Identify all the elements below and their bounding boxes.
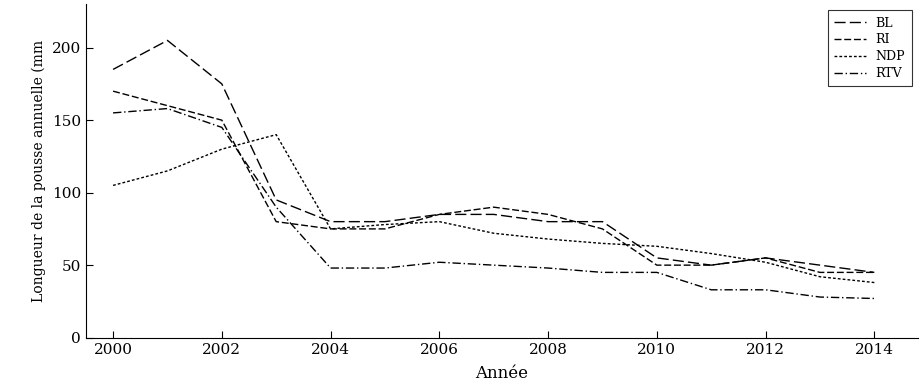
Legend: BL, RI, NDP, RTV: BL, RI, NDP, RTV	[828, 10, 912, 86]
NDP	[869, 280, 880, 285]
Line: RTV: RTV	[113, 108, 874, 298]
BL	[380, 219, 391, 224]
RI	[542, 212, 553, 217]
RTV	[433, 260, 444, 264]
NDP	[217, 147, 228, 151]
NDP	[705, 251, 716, 256]
Line: NDP: NDP	[113, 135, 874, 283]
RI	[217, 118, 228, 122]
RTV	[108, 111, 119, 115]
NDP	[108, 183, 119, 188]
BL	[597, 219, 608, 224]
NDP	[271, 132, 282, 137]
BL	[108, 67, 119, 72]
RI	[433, 212, 444, 217]
RI	[869, 270, 880, 275]
BL	[217, 81, 228, 86]
BL	[651, 256, 662, 260]
NDP	[162, 169, 173, 173]
X-axis label: Année: Année	[476, 365, 528, 382]
RI	[597, 227, 608, 231]
Line: RI: RI	[113, 91, 874, 273]
RTV	[869, 296, 880, 301]
NDP	[380, 222, 391, 227]
RI	[325, 227, 337, 231]
RI	[162, 103, 173, 108]
Line: BL: BL	[113, 41, 874, 273]
BL	[542, 219, 553, 224]
RTV	[488, 263, 499, 267]
NDP	[760, 260, 771, 264]
RI	[651, 263, 662, 267]
RTV	[814, 295, 825, 300]
RI	[271, 219, 282, 224]
BL	[271, 198, 282, 202]
BL	[325, 219, 337, 224]
RTV	[380, 266, 391, 270]
RTV	[217, 125, 228, 130]
NDP	[814, 274, 825, 279]
BL	[705, 263, 716, 267]
RTV	[705, 288, 716, 292]
RI	[488, 205, 499, 210]
BL	[869, 270, 880, 275]
NDP	[325, 227, 337, 231]
NDP	[488, 231, 499, 235]
BL	[162, 38, 173, 43]
NDP	[651, 244, 662, 249]
RI	[760, 256, 771, 260]
RTV	[760, 288, 771, 292]
RI	[814, 270, 825, 275]
NDP	[542, 237, 553, 241]
BL	[760, 256, 771, 260]
RI	[380, 227, 391, 231]
RI	[705, 263, 716, 267]
RI	[108, 89, 119, 93]
RTV	[325, 266, 337, 270]
Y-axis label: Longueur de la pousse annuelle (mm: Longueur de la pousse annuelle (mm	[32, 40, 46, 302]
RTV	[651, 270, 662, 275]
NDP	[597, 241, 608, 246]
NDP	[433, 219, 444, 224]
BL	[433, 212, 444, 217]
BL	[814, 263, 825, 267]
BL	[488, 212, 499, 217]
RTV	[271, 205, 282, 210]
RTV	[542, 266, 553, 270]
RTV	[162, 106, 173, 111]
RTV	[597, 270, 608, 275]
